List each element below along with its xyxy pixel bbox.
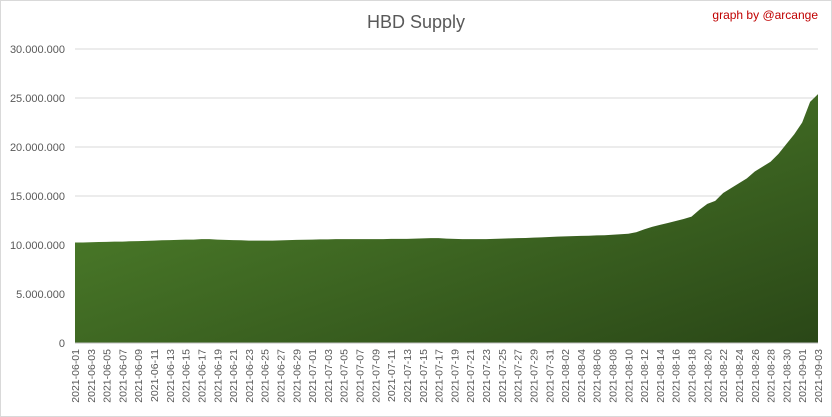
x-tick-label: 2021-06-19 bbox=[212, 349, 224, 403]
y-tick-label: 10.000.000 bbox=[10, 240, 65, 252]
x-tick-label: 2021-07-13 bbox=[402, 349, 414, 403]
x-tick-label: 2021-07-19 bbox=[449, 349, 461, 403]
x-tick-label: 2021-07-05 bbox=[339, 349, 351, 403]
x-tick-label: 2021-07-11 bbox=[386, 349, 398, 402]
x-tick-label: 2021-06-25 bbox=[260, 349, 272, 403]
x-tick-label: 2021-07-21 bbox=[465, 349, 477, 403]
x-tick-label: 2021-07-23 bbox=[481, 349, 493, 403]
y-tick-label: 15.000.000 bbox=[10, 191, 65, 203]
x-tick-label: 2021-06-17 bbox=[196, 349, 208, 403]
area bbox=[75, 94, 818, 343]
x-tick-label: 2021-06-23 bbox=[244, 349, 256, 403]
x-tick-label: 2021-06-27 bbox=[276, 349, 288, 403]
x-tick-label: 2021-08-28 bbox=[766, 349, 778, 403]
x-tick-label: 2021-08-02 bbox=[560, 349, 572, 403]
x-tick-label: 2021-06-05 bbox=[102, 349, 114, 403]
x-tick-label: 2021-06-03 bbox=[86, 349, 98, 403]
x-tick-label: 2021-08-30 bbox=[781, 349, 793, 403]
x-tick-label: 2021-08-20 bbox=[702, 349, 714, 403]
x-tick-label: 2021-08-12 bbox=[639, 349, 651, 403]
x-tick-label: 2021-08-10 bbox=[623, 349, 635, 403]
x-tick-label: 2021-07-29 bbox=[528, 349, 540, 403]
x-tick-label: 2021-09-01 bbox=[797, 349, 809, 403]
x-tick-label: 2021-08-18 bbox=[687, 349, 699, 403]
annotation: graph by @arcange bbox=[712, 8, 818, 22]
y-tick-label: 5.000.000 bbox=[16, 289, 65, 301]
x-tick-label: 2021-06-21 bbox=[228, 349, 240, 403]
x-tick-label: 2021-08-06 bbox=[592, 349, 604, 403]
x-tick-label: 2021-07-17 bbox=[434, 349, 446, 403]
x-tick-label: 2021-06-09 bbox=[133, 349, 145, 403]
x-tick-label: 2021-06-11 bbox=[149, 349, 161, 402]
x-tick-label: 2021-06-13 bbox=[165, 349, 177, 403]
x-tick-label: 2021-08-24 bbox=[734, 349, 746, 403]
x-tick-label: 2021-06-07 bbox=[117, 349, 129, 403]
x-tick-label: 2021-08-16 bbox=[671, 349, 683, 403]
x-tick-label: 2021-07-01 bbox=[307, 349, 319, 403]
x-tick-label: 2021-08-08 bbox=[607, 349, 619, 403]
y-tick-label: 20.000.000 bbox=[10, 142, 65, 154]
x-tick-label: 2021-07-31 bbox=[544, 349, 556, 403]
chart-title: HBD Supply bbox=[367, 12, 465, 32]
x-tick-label: 2021-08-04 bbox=[576, 349, 588, 403]
y-tick-label: 0 bbox=[59, 338, 65, 350]
x-tick-label: 2021-06-01 bbox=[70, 349, 82, 403]
x-tick-label: 2021-08-26 bbox=[750, 349, 762, 403]
x-tick-label: 2021-07-15 bbox=[418, 349, 430, 403]
y-tick-label: 30.000.000 bbox=[10, 44, 65, 56]
x-tick-label: 2021-08-22 bbox=[718, 349, 730, 403]
x-tick-label: 2021-08-14 bbox=[655, 349, 667, 403]
x-tick-label: 2021-07-07 bbox=[355, 349, 367, 403]
x-tick-label: 2021-06-29 bbox=[291, 349, 303, 403]
y-tick-label: 25.000.000 bbox=[10, 93, 65, 105]
x-tick-label: 2021-09-03 bbox=[813, 349, 825, 403]
x-tick-label: 2021-07-03 bbox=[323, 349, 335, 403]
x-tick-label: 2021-06-15 bbox=[181, 349, 193, 403]
x-tick-label: 2021-07-25 bbox=[497, 349, 509, 403]
x-tick-label: 2021-07-27 bbox=[513, 349, 525, 403]
x-tick-label: 2021-07-09 bbox=[370, 349, 382, 403]
